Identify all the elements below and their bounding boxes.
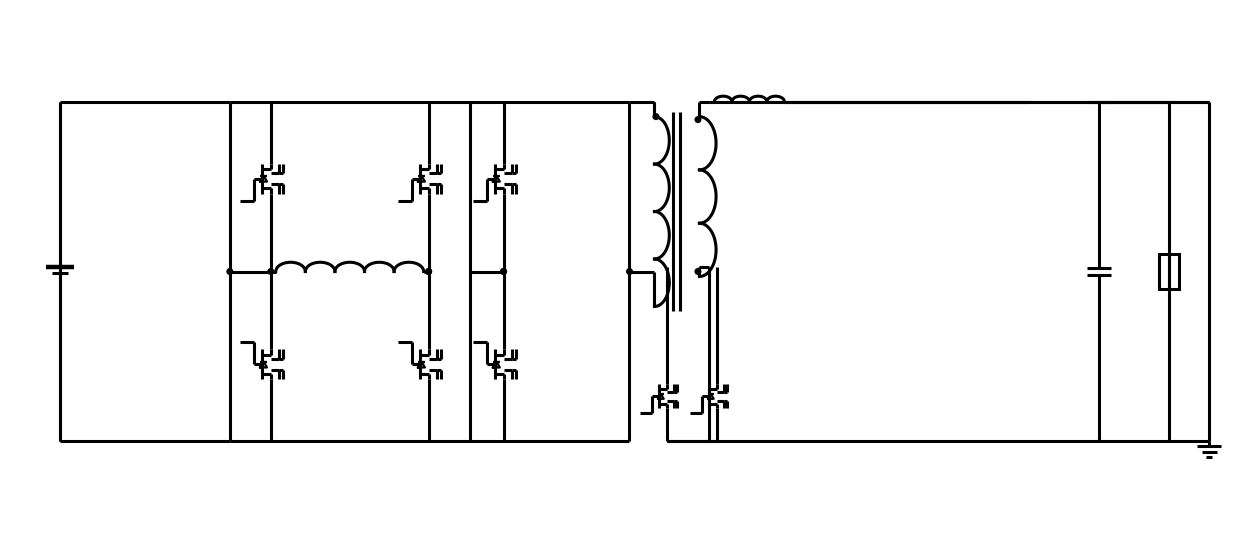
Circle shape	[501, 269, 507, 274]
Circle shape	[268, 269, 274, 274]
Circle shape	[695, 117, 701, 122]
Circle shape	[227, 269, 233, 274]
Circle shape	[426, 269, 431, 274]
Circle shape	[426, 269, 431, 274]
Bar	[1158, 254, 1180, 289]
Circle shape	[501, 269, 507, 274]
Circle shape	[627, 269, 632, 274]
Circle shape	[695, 269, 701, 274]
Circle shape	[653, 114, 659, 119]
